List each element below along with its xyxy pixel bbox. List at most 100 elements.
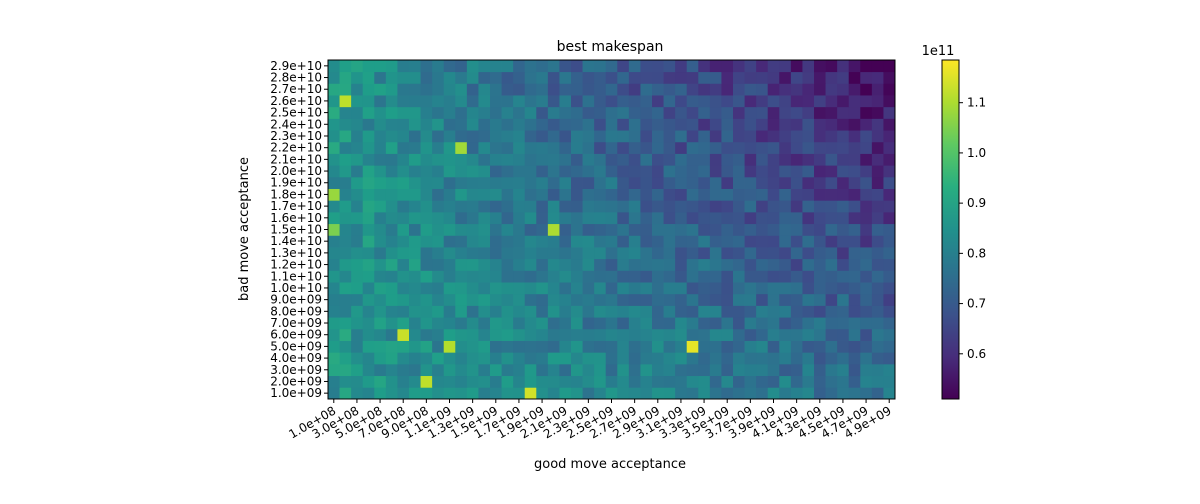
heatmap-cell <box>733 176 745 189</box>
y-tick-label: 2.0e+09 <box>270 374 322 388</box>
heatmap-cell <box>559 165 572 178</box>
heatmap-cell <box>478 130 491 143</box>
heatmap-cell <box>721 340 734 353</box>
heatmap-cell <box>397 270 410 283</box>
heatmap-cell <box>443 258 456 271</box>
heatmap-cell <box>883 71 896 84</box>
heatmap-cell <box>594 153 607 166</box>
heatmap-cell <box>501 176 514 189</box>
heatmap-cell <box>640 223 653 236</box>
y-tick-label: 7.0e+09 <box>270 316 322 330</box>
heatmap-cell <box>455 247 468 260</box>
heatmap-cell <box>478 95 491 108</box>
heatmap-cell <box>721 375 734 388</box>
heatmap-cell <box>536 188 549 201</box>
heatmap-cell <box>339 165 352 178</box>
heatmap-cell <box>420 305 433 318</box>
heatmap-cell <box>640 211 653 225</box>
heatmap-cell <box>733 282 745 295</box>
heatmap-cell <box>559 83 572 96</box>
colorbar-gradient <box>941 59 960 400</box>
heatmap-cell <box>501 247 514 260</box>
heatmap-cell <box>663 352 676 365</box>
heatmap-cell <box>351 363 364 377</box>
heatmap-cell <box>779 317 792 330</box>
heatmap-cell <box>443 106 456 119</box>
heatmap-cell <box>374 305 387 318</box>
heatmap-cell <box>547 200 560 213</box>
heatmap-cell <box>617 340 630 353</box>
heatmap-cell <box>652 293 664 306</box>
heatmap-cell <box>802 211 815 225</box>
heatmap-cell <box>814 83 826 96</box>
heatmap-cell <box>837 95 850 108</box>
heatmap-cell <box>432 305 445 318</box>
heatmap-cell <box>362 71 375 84</box>
heatmap-cell <box>571 83 583 96</box>
heatmap-cell <box>825 340 838 353</box>
heatmap-cell <box>883 106 896 119</box>
heatmap-cell <box>385 375 398 388</box>
heatmap-cell <box>351 305 364 318</box>
heatmap-cell <box>756 375 769 388</box>
heatmap-cell <box>802 375 815 388</box>
heatmap-cell <box>547 141 560 154</box>
heatmap-cell <box>652 211 664 225</box>
heatmap-cell <box>733 60 745 73</box>
heatmap-cell <box>837 235 850 248</box>
heatmap-cell <box>351 60 364 73</box>
heatmap-cell <box>883 235 896 248</box>
heatmap-cell <box>385 200 398 213</box>
heatmap-cell <box>767 118 780 131</box>
heatmap-cell <box>328 375 340 388</box>
heatmap-cell <box>490 153 502 166</box>
heatmap-cell <box>709 141 722 154</box>
heatmap-cell <box>478 235 491 248</box>
heatmap-cell <box>455 270 468 283</box>
heatmap-cell <box>686 118 699 131</box>
heatmap-cell <box>409 328 421 341</box>
heatmap-cell <box>374 130 387 143</box>
heatmap-cell <box>663 176 676 189</box>
heatmap-cell <box>617 200 630 213</box>
heatmap-cell <box>628 282 641 295</box>
heatmap-cell <box>455 363 468 377</box>
colorbar: 1e11 0.6 0.7 0.8 0.9 1.0 1.1 <box>922 44 986 400</box>
heatmap-cell <box>767 95 780 108</box>
heatmap-cell <box>385 71 398 84</box>
heatmap-cell <box>825 363 838 377</box>
heatmap-cell <box>663 95 676 108</box>
heatmap-cell <box>721 247 734 260</box>
heatmap-cell <box>640 282 653 295</box>
heatmap-cell <box>883 293 896 306</box>
heatmap-cell <box>733 130 745 143</box>
heatmap-cell <box>675 340 688 353</box>
heatmap-cell <box>328 60 340 73</box>
heatmap-cell <box>837 83 850 96</box>
heatmap-cell <box>559 141 572 154</box>
heatmap-cell <box>663 317 676 330</box>
heatmap-cell <box>328 130 340 143</box>
heatmap-cell <box>490 352 502 365</box>
heatmap-cell <box>825 258 838 271</box>
heatmap-cell <box>663 71 676 84</box>
heatmap-cell <box>663 270 676 283</box>
heatmap-cell <box>825 328 838 341</box>
heatmap-cell <box>594 118 607 131</box>
heatmap-cell <box>339 247 352 260</box>
heatmap-cell <box>837 200 850 213</box>
heatmap-cell <box>409 83 421 96</box>
heatmap-cell <box>767 106 780 119</box>
heatmap-cell <box>466 317 479 330</box>
heatmap-cell <box>790 363 803 377</box>
heatmap-cell <box>756 340 769 353</box>
heatmap-cell <box>513 258 526 271</box>
heatmap-cell <box>478 60 491 73</box>
heatmap-cell <box>374 317 387 330</box>
heatmap-cell <box>779 270 792 283</box>
heatmap-cell <box>466 305 479 318</box>
heatmap-cell <box>871 363 884 377</box>
heatmap-cell <box>837 211 850 225</box>
heatmap-cell <box>848 375 861 388</box>
heatmap-cell <box>513 165 526 178</box>
